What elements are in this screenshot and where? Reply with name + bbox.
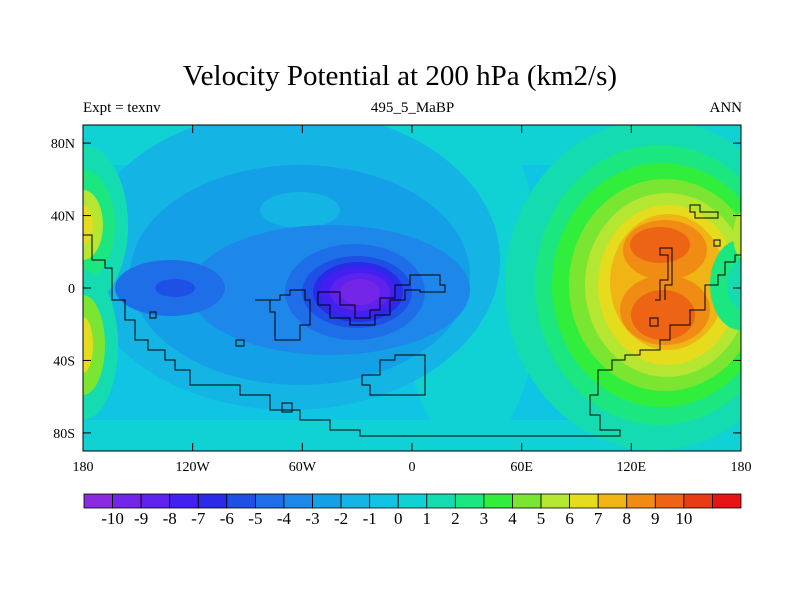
colorbar-label: -8 bbox=[163, 509, 177, 528]
colorbar-label: 6 bbox=[565, 509, 574, 528]
case-label: 495_5_MaBP bbox=[370, 100, 455, 116]
colorbar-label: 5 bbox=[537, 509, 546, 528]
colorbar-label: -6 bbox=[220, 509, 234, 528]
colorbar-swatch bbox=[712, 493, 742, 509]
colorbar-label: -2 bbox=[334, 509, 348, 528]
colorbar-label: -3 bbox=[305, 509, 319, 528]
colorbar-swatch bbox=[169, 493, 199, 509]
colorbar-label: -9 bbox=[134, 509, 148, 528]
colorbar-label: 10 bbox=[675, 509, 692, 528]
colorbar-label: 2 bbox=[451, 509, 460, 528]
x-tick-label: 180 bbox=[731, 460, 752, 475]
x-tick-label: 120W bbox=[176, 460, 211, 475]
colorbar-swatch bbox=[140, 493, 171, 509]
y-tick-label: 80S bbox=[53, 427, 75, 442]
colorbar-swatch bbox=[426, 493, 456, 509]
colorbar-swatch bbox=[654, 493, 685, 509]
x-tick-label: 180 bbox=[73, 460, 94, 475]
y-tick-label: 40S bbox=[53, 354, 75, 369]
colorbar-swatch bbox=[226, 493, 256, 509]
colorbar-label: 1 bbox=[423, 509, 432, 528]
x-tick-label: 60W bbox=[289, 460, 317, 475]
colorbar-swatch bbox=[569, 493, 599, 509]
colorbar: -10 -9 -8 -7 -6 -5 -4 -3 -2 -1 0 1 2 3 4 5 6 7 8 9 10 bbox=[83, 493, 742, 528]
colorbar-label: 4 bbox=[508, 509, 517, 528]
colorbar-label: 8 bbox=[622, 509, 631, 528]
colorbar-swatch bbox=[112, 493, 142, 509]
colorbar-label: 0 bbox=[394, 509, 403, 528]
colorbar-swatch bbox=[369, 493, 399, 509]
colorbar-label: -1 bbox=[363, 509, 377, 528]
colorbar-swatch bbox=[83, 493, 113, 509]
colorbar-swatch bbox=[512, 493, 542, 509]
colorbar-swatch bbox=[454, 493, 485, 509]
colorbar-swatch bbox=[483, 493, 513, 509]
colorbar-swatch bbox=[254, 493, 285, 509]
colorbar-swatch bbox=[397, 493, 428, 509]
colorbar-label: 3 bbox=[480, 509, 489, 528]
colorbar-swatch bbox=[683, 493, 713, 509]
colorbar-label: -7 bbox=[191, 509, 206, 528]
colorbar-swatch bbox=[340, 493, 371, 509]
colorbar-label: -5 bbox=[248, 509, 262, 528]
colorbar-swatch bbox=[197, 493, 228, 509]
colorbar-label: -10 bbox=[101, 509, 124, 528]
colorbar-swatch bbox=[626, 493, 656, 509]
y-tick-label: 40N bbox=[51, 210, 75, 225]
x-tick-label: 120E bbox=[617, 460, 647, 475]
axes: 180 120W 60W 0 60E 120E 180 80N 40N 0 40S 80S bbox=[51, 125, 752, 475]
colorbar-label: 7 bbox=[594, 509, 603, 528]
map-plot-area bbox=[83, 125, 741, 451]
colorbar-swatch bbox=[597, 493, 628, 509]
x-tick-label: 60E bbox=[510, 460, 533, 475]
y-tick-label: 0 bbox=[68, 282, 75, 297]
colorbar-label: -4 bbox=[277, 509, 292, 528]
colorbar-swatch bbox=[283, 493, 313, 509]
colorbar-swatch bbox=[540, 493, 571, 509]
x-tick-label: 0 bbox=[409, 460, 416, 475]
season-label: ANN bbox=[709, 100, 743, 116]
colorbar-swatch bbox=[312, 493, 342, 509]
chart-title: Velocity Potential at 200 hPa (km2/s) bbox=[182, 60, 618, 92]
y-tick-label: 80N bbox=[51, 137, 75, 152]
experiment-label: Expt = texnv bbox=[83, 100, 161, 116]
colorbar-label: 9 bbox=[651, 509, 660, 528]
